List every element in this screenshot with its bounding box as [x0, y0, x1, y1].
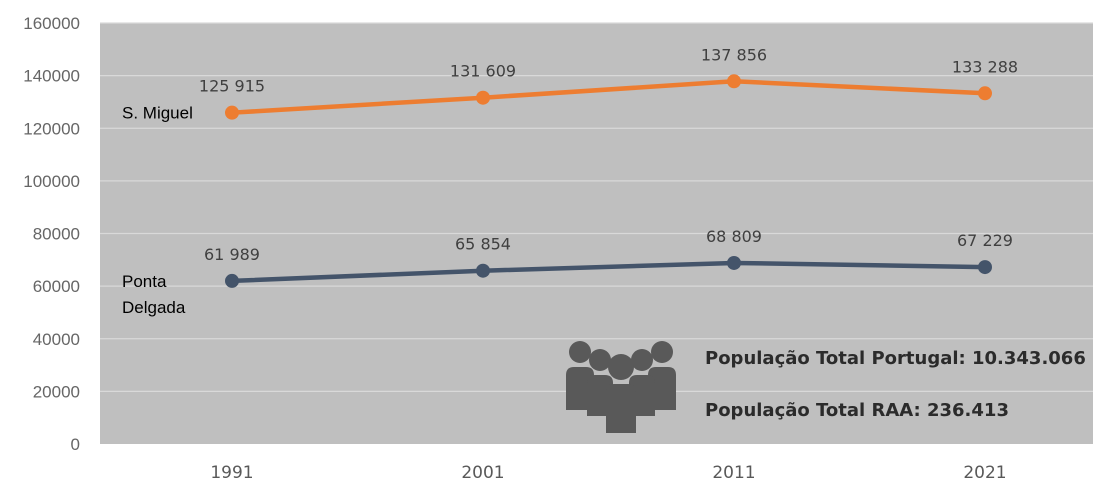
- y-tick-label: 80000: [33, 225, 80, 244]
- data-point: [225, 105, 239, 120]
- series-group: 125 915 131 609 137 856 133 288 S. Miguel 61 …: [122, 45, 1018, 317]
- y-tick-label: 120000: [23, 119, 80, 138]
- x-tick-label: 2021: [963, 463, 1006, 483]
- x-tick-label: 2001: [461, 463, 504, 483]
- data-label: 68 809: [706, 227, 762, 246]
- total-portugal-annotation: População Total Portugal: 10.343.066: [705, 348, 1086, 369]
- series-line: [231, 79, 986, 115]
- data-point: [727, 74, 741, 89]
- x-tick-label: 1991: [210, 463, 253, 483]
- y-tick-label: 20000: [33, 382, 80, 401]
- data-label: 65 854: [455, 235, 511, 254]
- data-label: 61 989: [204, 245, 260, 264]
- x-axis-ticks: 1991 2001 2011 2021: [210, 463, 1006, 483]
- series-line: [231, 260, 986, 284]
- data-label: 125 915: [199, 77, 265, 96]
- y-tick-label: 60000: [33, 277, 80, 296]
- data-point: [476, 90, 490, 105]
- y-tick-label: 160000: [23, 14, 80, 33]
- data-label: 137 856: [701, 45, 767, 64]
- series-name-label: Delgada: [122, 298, 186, 317]
- data-point: [727, 255, 741, 270]
- y-axis-ticks: 0 20000 40000 60000 80000 100000 120000 140000 1…: [23, 14, 80, 454]
- y-tick-label: 0: [71, 435, 80, 454]
- series-ponta-delgada: 61 989 65 854 68 809 67 229 Ponta Delgada: [122, 227, 1013, 317]
- data-point: [225, 273, 239, 288]
- data-label: 131 609: [450, 62, 516, 81]
- total-raa-annotation: População Total RAA: 236.413: [705, 400, 1009, 421]
- y-tick-label: 140000: [23, 67, 80, 86]
- y-tick-label: 40000: [33, 330, 80, 349]
- series-name-label: Ponta: [122, 272, 167, 291]
- y-tick-label: 100000: [23, 172, 80, 191]
- gridlines: [100, 22, 1093, 393]
- series-s-miguel: 125 915 131 609 137 856 133 288 S. Miguel: [122, 45, 1018, 122]
- series-name-label: S. Miguel: [122, 104, 193, 123]
- x-tick-label: 2011: [712, 463, 755, 483]
- data-label: 133 288: [952, 57, 1018, 76]
- people-group-icon: [566, 341, 676, 433]
- data-point: [476, 263, 490, 278]
- data-label: 67 229: [957, 231, 1013, 250]
- data-point: [978, 260, 992, 275]
- data-point: [978, 86, 992, 101]
